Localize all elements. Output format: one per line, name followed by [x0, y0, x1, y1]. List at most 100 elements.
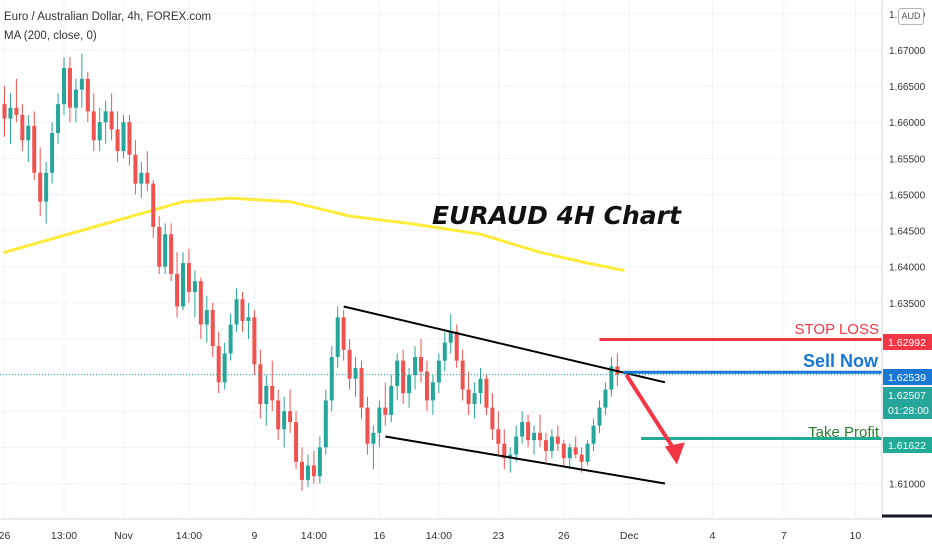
- candle: [270, 360, 275, 412]
- candle: [246, 302, 251, 339]
- candle-body: [198, 281, 203, 325]
- candle: [252, 310, 257, 376]
- candle-body: [466, 389, 471, 405]
- svg-text:1.62539: 1.62539: [888, 372, 926, 384]
- candle-body: [234, 299, 239, 325]
- candle: [163, 223, 168, 274]
- candle-body: [329, 357, 334, 401]
- candle-body: [532, 432, 537, 441]
- candle-body: [79, 78, 84, 90]
- candle-body: [323, 400, 328, 448]
- chart-title-annotation[interactable]: EURAUD 4H Chart: [432, 201, 682, 230]
- candle: [222, 342, 227, 390]
- candle-body: [8, 107, 13, 119]
- candle: [579, 447, 584, 473]
- stop-loss-price-badge: 1.62992: [883, 334, 932, 350]
- candle: [526, 414, 531, 448]
- candle: [258, 349, 263, 419]
- candle: [448, 313, 453, 354]
- symbol-title[interactable]: Euro / Australian Dollar, 4h, FOREX.com: [4, 11, 212, 23]
- candle: [419, 338, 423, 383]
- y-tick-label: 1.65000: [889, 190, 926, 201]
- candle: [2, 86, 7, 137]
- candle-body: [103, 111, 108, 123]
- candle: [151, 180, 156, 238]
- svg-text:1.61622: 1.61622: [888, 440, 926, 452]
- candle: [460, 349, 465, 401]
- take-profit-label[interactable]: Take Profit: [808, 424, 880, 441]
- candle-body: [145, 172, 150, 184]
- candle: [121, 114, 126, 159]
- candle-body: [246, 317, 251, 321]
- trade-levels[interactable]: [0, 338, 882, 441]
- candle-body: [424, 371, 429, 401]
- candle-body: [264, 385, 269, 405]
- time-axis[interactable]: 26 13:00 Nov 14:00 9 14:00 16 14:00 23 26 Dec 4 7 10: [0, 514, 932, 550]
- candle: [413, 346, 418, 390]
- candle: [555, 425, 560, 451]
- candle-body: [573, 447, 578, 455]
- candle: [198, 277, 203, 339]
- candle: [175, 252, 180, 318]
- candle-body: [258, 364, 263, 405]
- candle-body: [222, 353, 227, 383]
- indicator-label[interactable]: MA (200, close, 0): [4, 30, 97, 42]
- candle-body: [347, 349, 352, 379]
- candle: [288, 389, 293, 433]
- candle-body: [151, 183, 156, 227]
- candle-body: [311, 465, 316, 477]
- candle-body: [549, 436, 554, 451]
- currency-badge[interactable]: AUD: [898, 8, 924, 25]
- candle: [371, 425, 376, 470]
- candle: [407, 367, 412, 408]
- candle: [603, 382, 608, 415]
- candle: [264, 375, 269, 426]
- candle-body: [538, 432, 542, 441]
- candle: [359, 360, 364, 419]
- candle-body: [508, 454, 513, 459]
- candle-body: [127, 122, 132, 155]
- candle: [186, 248, 191, 303]
- candle: [573, 436, 578, 459]
- x-tick-label: 14:00: [426, 530, 452, 542]
- candle-body: [85, 78, 90, 112]
- candle: [79, 53, 84, 108]
- candle-body: [204, 310, 209, 325]
- candle-body: [91, 111, 96, 141]
- candle-body: [561, 443, 566, 459]
- candle-body: [282, 411, 287, 430]
- sell-price-badge: 1.62539: [883, 369, 932, 385]
- candle: [133, 140, 138, 195]
- candle-body: [240, 299, 245, 321]
- stop-loss-label[interactable]: STOP LOSS: [795, 321, 880, 338]
- price-channel[interactable]: [343, 305, 666, 485]
- candle-body: [484, 378, 489, 408]
- y-tick-label: 1.67000: [889, 46, 926, 57]
- sell-arrow[interactable]: [625, 374, 685, 465]
- candle: [91, 93, 96, 152]
- candle-body: [44, 172, 49, 202]
- candle: [347, 338, 352, 390]
- candle: [26, 114, 31, 162]
- candle-body: [288, 411, 293, 423]
- candle-body: [460, 360, 465, 390]
- candle-body: [300, 461, 304, 480]
- candle-body: [305, 465, 310, 480]
- candle-body: [157, 226, 162, 267]
- candle: [341, 310, 346, 361]
- candle: [228, 313, 233, 361]
- candle-body: [56, 104, 61, 134]
- candle: [430, 375, 435, 415]
- y-tick-label: 1.61000: [889, 479, 926, 490]
- candle-body: [353, 367, 358, 379]
- candle-body: [73, 89, 78, 108]
- x-tick-label: 14:00: [301, 530, 327, 542]
- candle-body: [609, 366, 614, 390]
- candle-body: [359, 367, 364, 408]
- candle: [395, 353, 400, 401]
- candle-body: [383, 407, 388, 415]
- sell-now-label[interactable]: Sell Now: [803, 351, 879, 371]
- candle: [561, 440, 566, 466]
- svg-text:1.62507: 1.62507: [888, 390, 926, 402]
